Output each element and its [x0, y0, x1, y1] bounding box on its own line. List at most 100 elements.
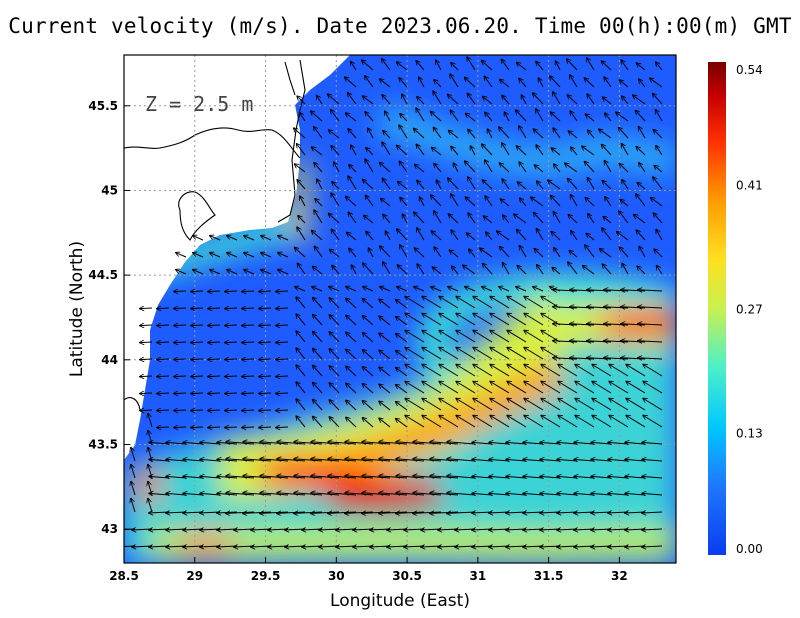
y-tick-label: 44.5: [88, 268, 118, 282]
velocity-arrow: [365, 112, 374, 122]
x-tick-label: 30.5: [392, 569, 422, 583]
velocity-arrow: [619, 164, 629, 173]
velocity-arrow: [551, 196, 561, 207]
velocity-arrow: [300, 196, 306, 207]
velocity-arrow: [639, 79, 646, 88]
velocity-arrow: [191, 393, 204, 394]
velocity-arrow: [317, 96, 323, 105]
y-tick-label: 43: [101, 522, 118, 536]
velocity-arrow: [345, 512, 374, 513]
velocity-arrow: [259, 376, 272, 377]
velocity-arrow: [312, 287, 323, 292]
velocity-arrow: [277, 442, 306, 444]
velocity-arrow: [600, 249, 612, 258]
velocity-arrow: [507, 399, 527, 411]
velocity-arrow: [602, 61, 612, 71]
velocity-arrow: [313, 332, 323, 343]
velocity-arrow: [636, 230, 646, 241]
velocity-arrow: [328, 476, 357, 478]
velocity-arrow: [490, 297, 510, 309]
velocity-arrow: [451, 194, 459, 207]
velocity-arrow: [556, 61, 561, 71]
velocity-arrow: [609, 416, 629, 428]
velocity-arrow: [465, 161, 476, 173]
velocity-arrow: [642, 493, 663, 495]
velocity-arrow: [456, 399, 476, 411]
velocity-arrow: [417, 264, 425, 275]
velocity-arrow: [312, 231, 323, 241]
velocity-arrow: [140, 342, 153, 343]
velocity-arrow: [329, 287, 340, 292]
velocity-arrow: [503, 215, 510, 224]
velocity-arrow: [244, 270, 255, 275]
y-axis-label: Latitude (North): [67, 241, 87, 377]
velocity-arrow: [157, 393, 170, 394]
velocity-arrow: [380, 163, 391, 173]
velocity-arrow: [551, 232, 561, 241]
velocity-arrow: [352, 265, 357, 275]
velocity-arrow: [585, 245, 595, 258]
velocity-arrow: [405, 365, 425, 377]
velocity-arrow: [193, 253, 204, 258]
velocity-arrow: [294, 128, 306, 139]
x-tick-label: 32: [611, 569, 628, 583]
velocity-arrow: [599, 129, 612, 139]
velocity-arrow: [653, 177, 663, 190]
velocity-arrow: [296, 297, 306, 309]
velocity-arrow: [430, 442, 459, 444]
velocity-arrow: [485, 196, 493, 207]
velocity-arrow: [345, 493, 374, 495]
velocity-arrow: [148, 414, 153, 428]
velocity-arrow: [276, 376, 289, 377]
velocity-arrow: [243, 459, 272, 461]
velocity-arrow: [242, 308, 255, 309]
velocity-arrow: [432, 148, 442, 156]
velocity-arrow: [208, 393, 221, 394]
velocity-arrow: [381, 199, 391, 207]
velocity-arrow: [363, 287, 374, 292]
velocity-arrow: [502, 96, 510, 105]
velocity-arrow: [602, 264, 612, 275]
velocity-arrow: [417, 228, 425, 241]
velocity-arrow: [422, 399, 442, 411]
velocity-arrow: [396, 300, 408, 309]
velocity-arrow: [400, 198, 408, 207]
velocity-arrow: [433, 91, 442, 105]
velocity-arrow: [277, 493, 306, 495]
velocity-arrow: [499, 287, 510, 292]
velocity-arrow: [536, 145, 544, 156]
velocity-arrow: [534, 129, 544, 139]
velocity-arrow: [500, 80, 510, 88]
velocity-arrow: [405, 331, 425, 343]
velocity-arrow: [419, 77, 425, 88]
velocity-arrow: [225, 291, 238, 292]
velocity-arrow: [588, 178, 595, 190]
velocity-arrow: [405, 416, 425, 428]
velocity-arrow: [334, 162, 340, 173]
velocity-arrow: [346, 315, 357, 326]
velocity-arrow: [473, 331, 493, 343]
velocity-arrow: [242, 342, 255, 343]
velocity-arrow: [405, 382, 425, 394]
velocity-arrow: [331, 193, 340, 207]
velocity-arrow: [313, 267, 323, 275]
velocity-arrow: [619, 247, 629, 258]
velocity-arrow: [541, 416, 561, 428]
velocity-arrow: [571, 195, 578, 207]
velocity-arrow: [490, 365, 510, 377]
velocity-arrow: [456, 365, 476, 377]
velocity-arrow: [385, 111, 391, 122]
velocity-arrow: [592, 382, 612, 394]
velocity-arrow: [450, 74, 459, 88]
velocity-arrow: [642, 529, 663, 530]
velocity-arrow: [642, 459, 663, 461]
velocity-arrow: [480, 248, 493, 258]
colorbar-label: 0.13: [736, 427, 763, 441]
velocity-arrow: [297, 180, 306, 190]
velocity-arrow: [439, 365, 459, 377]
velocity-arrow: [433, 267, 442, 275]
velocity-arrow: [490, 382, 510, 394]
velocity-arrow: [558, 416, 578, 428]
velocity-arrow: [448, 178, 459, 190]
velocity-arrow: [417, 181, 425, 190]
